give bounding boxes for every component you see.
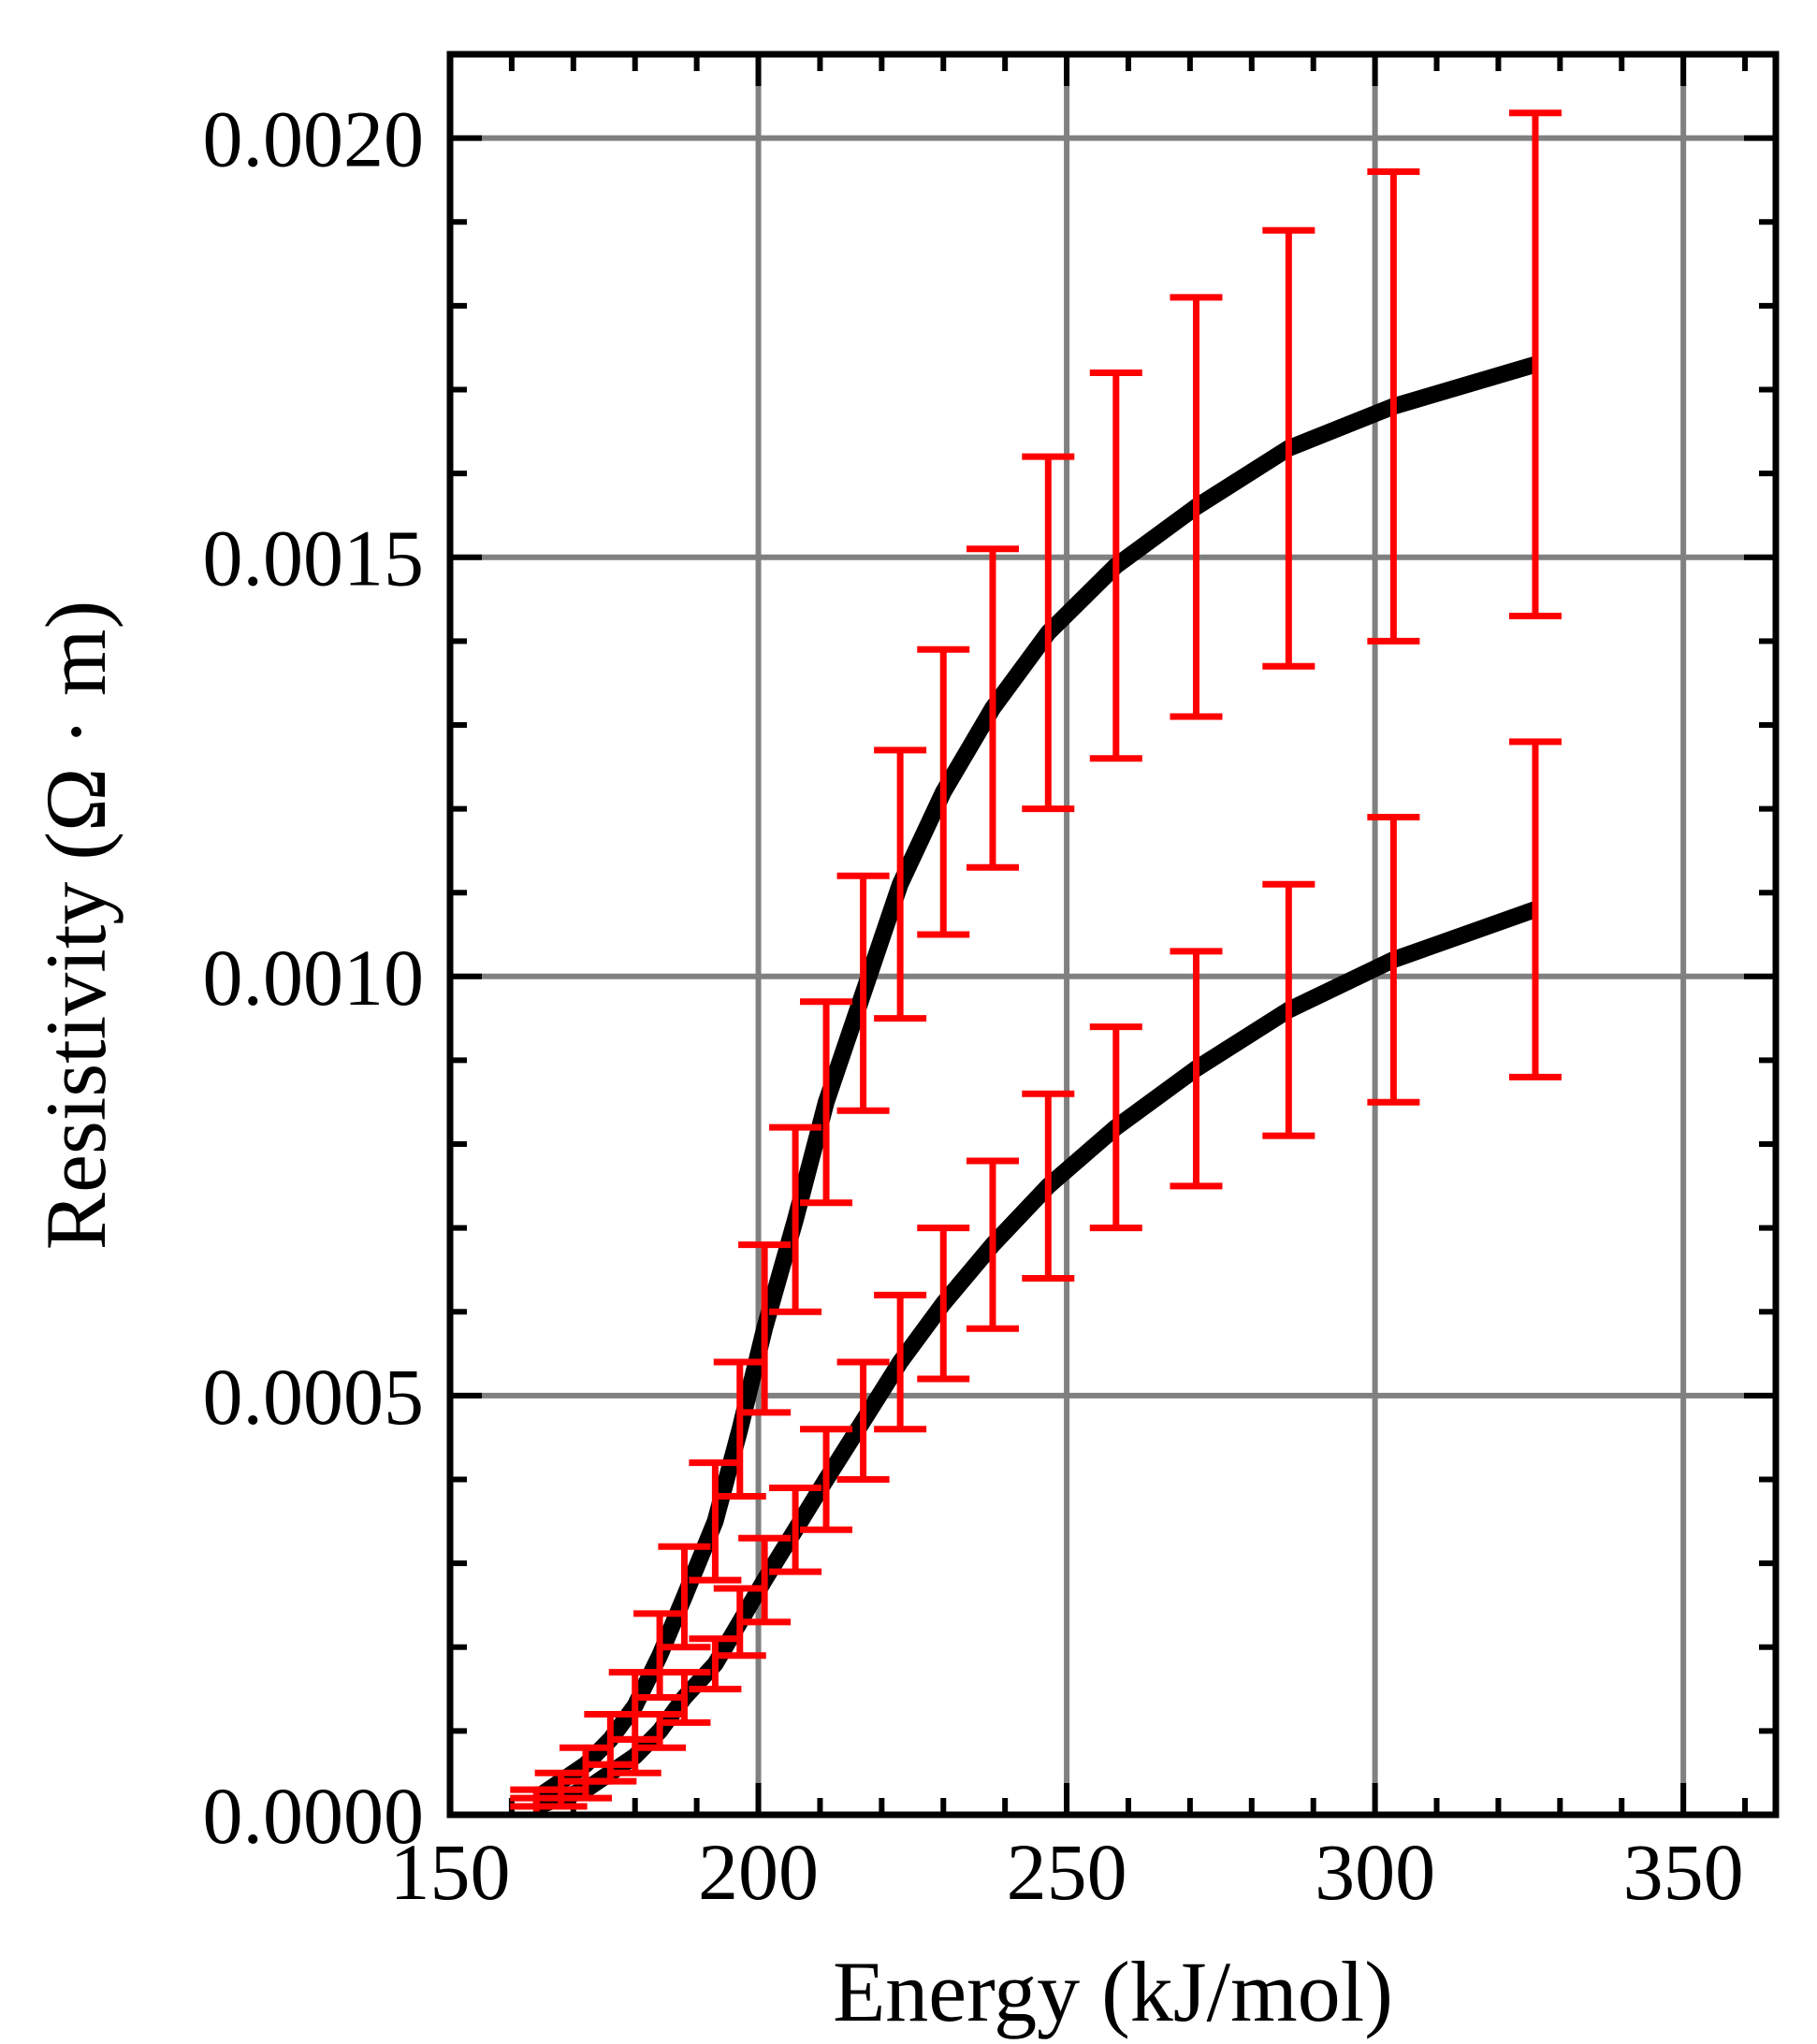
axis-ticks	[447, 51, 1776, 1818]
tick-labels: 150 200 250 300 350 0.0000 0.0005 0.0010 0.0015 0…	[203, 94, 1744, 1917]
x-axis-title: Energy (kJ/mol)	[833, 1944, 1393, 2039]
error-bar	[1022, 453, 1075, 813]
error-bar	[1508, 738, 1562, 1080]
error-bar	[966, 545, 1019, 871]
y-tick-label: 0.0010	[203, 933, 425, 1022]
error-bar	[1170, 948, 1223, 1190]
error-bar	[1170, 294, 1223, 720]
y-tick-label: 0.0020	[203, 94, 425, 184]
error-bar	[689, 1635, 742, 1693]
error-bar	[1262, 226, 1316, 670]
error-bar	[836, 872, 890, 1114]
error-bar	[1367, 814, 1420, 1106]
grid-lines	[450, 54, 1776, 1815]
x-tick-label: 300	[1315, 1827, 1435, 1917]
error-bar	[800, 998, 853, 1207]
y-tick-label: 0.0000	[203, 1771, 425, 1861]
x-tick-label: 350	[1623, 1827, 1744, 1917]
error-bar	[713, 1358, 766, 1500]
error-bar	[966, 1157, 1019, 1332]
error-bar	[1089, 1023, 1142, 1232]
error-bar	[917, 1225, 970, 1383]
error-bar	[800, 1426, 853, 1533]
error-bar	[1089, 370, 1142, 762]
error-bar	[738, 1534, 792, 1626]
error-bar	[1367, 167, 1420, 645]
error-bar	[1022, 1090, 1075, 1282]
error-bar	[1508, 109, 1562, 619]
error-bar	[658, 1669, 711, 1726]
error-bar	[658, 1543, 711, 1651]
error-bar	[1262, 880, 1316, 1139]
error-bar	[738, 1241, 792, 1416]
error-bar	[689, 1459, 742, 1584]
series-1-curve	[531, 355, 1538, 1805]
y-tick-label: 0.0015	[203, 514, 425, 603]
plot-frame	[446, 51, 1780, 1819]
y-axis-title: Resistivity (Ω · m)	[28, 601, 124, 1250]
x-tick-label: 150	[390, 1827, 511, 1917]
x-tick-label: 250	[1007, 1827, 1127, 1917]
error-bar	[917, 645, 970, 938]
error-bar	[836, 1358, 890, 1484]
y-tick-label: 0.0005	[203, 1352, 425, 1442]
error-bar	[874, 747, 927, 1022]
error-bars	[510, 109, 1562, 1819]
error-bar	[769, 1123, 822, 1315]
x-tick-label: 200	[698, 1827, 819, 1917]
error-bar	[769, 1484, 822, 1575]
error-bar	[874, 1291, 927, 1433]
error-bar	[633, 1610, 687, 1702]
